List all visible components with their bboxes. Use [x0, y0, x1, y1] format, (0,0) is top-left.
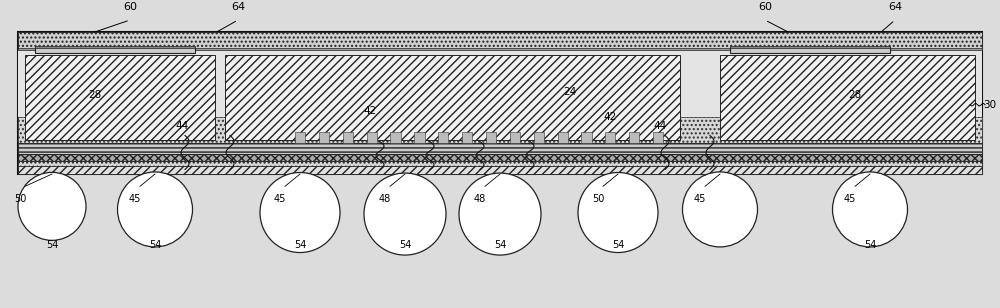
Bar: [390, 132, 401, 143]
Text: 28: 28: [848, 91, 862, 100]
Bar: [558, 132, 568, 143]
Text: 42: 42: [603, 112, 617, 122]
Text: 48: 48: [474, 194, 486, 204]
Ellipse shape: [364, 173, 446, 255]
Bar: [18, 32, 982, 174]
Bar: [605, 132, 615, 143]
Bar: [18, 117, 982, 143]
Text: 48: 48: [379, 194, 391, 204]
Text: 45: 45: [274, 194, 286, 204]
Bar: [295, 132, 305, 143]
Text: 44: 44: [653, 121, 667, 131]
Bar: [629, 132, 639, 143]
Text: 54: 54: [149, 240, 161, 250]
Text: 50: 50: [14, 194, 26, 204]
Text: 54: 54: [399, 240, 411, 250]
Bar: [414, 132, 424, 143]
Bar: [18, 48, 982, 50]
Bar: [462, 132, 472, 143]
Ellipse shape: [578, 172, 658, 253]
Text: 45: 45: [694, 194, 706, 204]
Text: 24: 24: [563, 87, 577, 97]
Text: 50: 50: [592, 194, 604, 204]
Bar: [18, 49, 982, 117]
Bar: [730, 46, 890, 48]
Text: 54: 54: [864, 240, 876, 250]
Text: 64: 64: [888, 2, 902, 12]
Text: 45: 45: [129, 194, 141, 204]
Bar: [18, 154, 982, 161]
Ellipse shape: [260, 172, 340, 253]
Text: 44: 44: [175, 121, 189, 131]
Text: 45: 45: [844, 194, 856, 204]
Bar: [367, 132, 377, 143]
Bar: [18, 161, 982, 167]
Text: 60: 60: [123, 2, 137, 12]
Bar: [653, 132, 663, 143]
Text: 54: 54: [612, 240, 624, 250]
Ellipse shape: [832, 172, 908, 247]
Bar: [438, 132, 448, 143]
Ellipse shape: [118, 172, 192, 247]
Text: 64: 64: [231, 2, 245, 12]
Text: 28: 28: [88, 91, 102, 100]
Bar: [343, 132, 353, 143]
Bar: [18, 166, 982, 174]
Text: 54: 54: [294, 240, 306, 250]
Bar: [534, 132, 544, 143]
Text: 30: 30: [983, 100, 997, 110]
Ellipse shape: [459, 173, 541, 255]
Ellipse shape: [18, 172, 86, 240]
Bar: [18, 32, 982, 49]
Bar: [720, 55, 975, 140]
Bar: [581, 132, 592, 143]
Bar: [225, 55, 680, 140]
Text: 42: 42: [363, 106, 377, 116]
Bar: [35, 46, 195, 48]
Text: 60: 60: [758, 2, 772, 12]
Bar: [35, 47, 195, 53]
Bar: [510, 132, 520, 143]
Bar: [319, 132, 329, 143]
Bar: [486, 132, 496, 143]
Ellipse shape: [682, 172, 758, 247]
Bar: [18, 143, 982, 155]
Bar: [25, 55, 215, 140]
Text: 54: 54: [46, 240, 58, 250]
Text: 54: 54: [494, 240, 506, 250]
Bar: [730, 47, 890, 53]
